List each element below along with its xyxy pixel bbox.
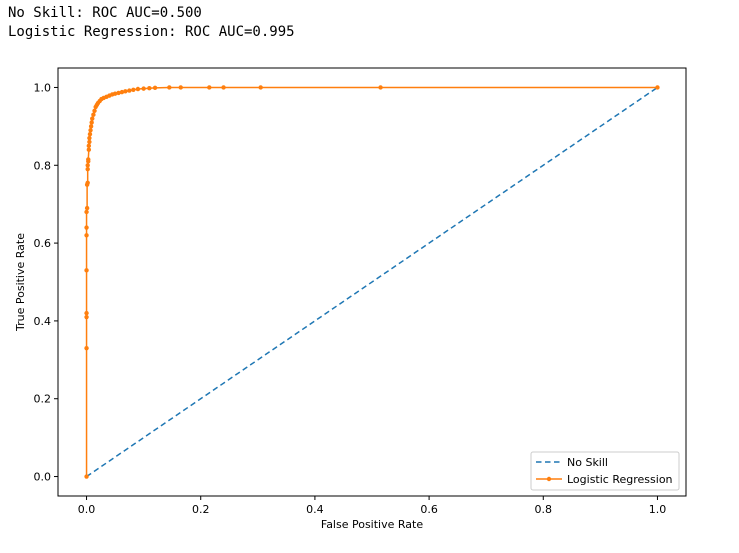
x-tick-label: 0.2: [192, 503, 210, 516]
data-point-logistic-regression: [86, 143, 92, 149]
data-point-logistic-regression: [123, 89, 128, 94]
data-point-logistic-regression: [87, 139, 92, 145]
y-tick-label: 0.4: [34, 315, 52, 328]
data-point-logistic-regression: [116, 90, 121, 96]
x-tick-label: 0.0: [78, 503, 96, 516]
data-point-logistic-regression: [221, 85, 226, 90]
y-axis-label: True Positive Rate: [14, 233, 27, 332]
legend-box: [530, 451, 680, 491]
x-tick-label: 1.0: [649, 503, 667, 516]
data-point-logistic-regression: [84, 345, 89, 351]
data-point-logistic-regression: [655, 85, 660, 90]
data-point-logistic-regression: [152, 85, 158, 91]
y-tick-label: 0.6: [34, 237, 52, 250]
y-tick-label: 0.0: [34, 471, 52, 484]
legend-label-no-skill: No Skill: [567, 456, 608, 469]
data-point-logistic-regression: [167, 85, 172, 90]
data-point-logistic-regression: [89, 120, 94, 125]
y-axis-ticks: 0.0 0.2 0.4 0.6 0.8 1.0: [34, 81, 58, 484]
series-layer: [84, 85, 660, 479]
data-point-logistic-regression: [84, 474, 89, 479]
x-axis-ticks: 0.0 0.2 0.4 0.6 0.8 1.0: [78, 496, 666, 516]
data-point-logistic-regression: [88, 124, 94, 129]
data-point-logistic-regression: [84, 310, 89, 316]
output-line-logistic: Logistic Regression: ROC AUC=0.995: [8, 24, 295, 40]
data-point-logistic-regression: [91, 112, 96, 117]
data-point-logistic-regression: [87, 131, 93, 137]
data-point-logistic-regression: [178, 85, 183, 90]
x-tick-label: 0.8: [535, 503, 553, 516]
data-point-logistic-regression: [84, 209, 89, 215]
data-point-logistic-regression: [84, 233, 89, 238]
data-point-logistic-regression: [119, 89, 125, 95]
x-tick-label: 0.6: [420, 503, 438, 516]
data-point-logistic-regression: [92, 108, 97, 114]
data-point-logistic-regression: [86, 147, 92, 152]
data-point-logistic-regression: [88, 128, 93, 133]
data-point-logistic-regression: [84, 314, 89, 320]
data-point-logistic-regression: [141, 86, 146, 91]
legend: No Skill Logistic Regression: [530, 451, 680, 491]
data-point-logistic-regression: [84, 268, 89, 273]
data-point-logistic-regression: [85, 180, 90, 185]
data-point-logistic-regression: [131, 87, 136, 92]
data-point-logistic-regression: [90, 116, 95, 121]
data-point-logistic-regression: [378, 85, 383, 90]
data-point-logistic-regression: [207, 85, 212, 90]
data-point-logistic-regression: [258, 85, 263, 90]
y-tick-label: 1.0: [34, 81, 52, 94]
legend-marker-logistic: [546, 476, 552, 482]
data-point-logistic-regression: [127, 88, 132, 93]
data-point-logistic-regression: [84, 225, 89, 230]
legend-label-logistic: Logistic Regression: [567, 473, 673, 486]
data-point-logistic-regression: [87, 135, 92, 141]
data-point-logistic-regression: [85, 163, 90, 168]
data-point-logistic-regression: [147, 86, 152, 91]
data-point-logistic-regression: [112, 91, 118, 96]
x-tick-label: 0.4: [306, 503, 324, 516]
y-tick-label: 0.2: [34, 393, 52, 406]
series-line-no-skill: [86, 86, 658, 478]
output-line-no-skill: No Skill: ROC AUC=0.500: [8, 5, 202, 21]
data-point-logistic-regression: [85, 166, 90, 172]
data-point-logistic-regression: [84, 205, 90, 211]
data-point-logistic-regression: [135, 86, 141, 92]
data-point-logistic-regression: [86, 157, 91, 162]
x-axis-label: False Positive Rate: [321, 518, 423, 531]
y-tick-label: 0.8: [34, 159, 52, 172]
